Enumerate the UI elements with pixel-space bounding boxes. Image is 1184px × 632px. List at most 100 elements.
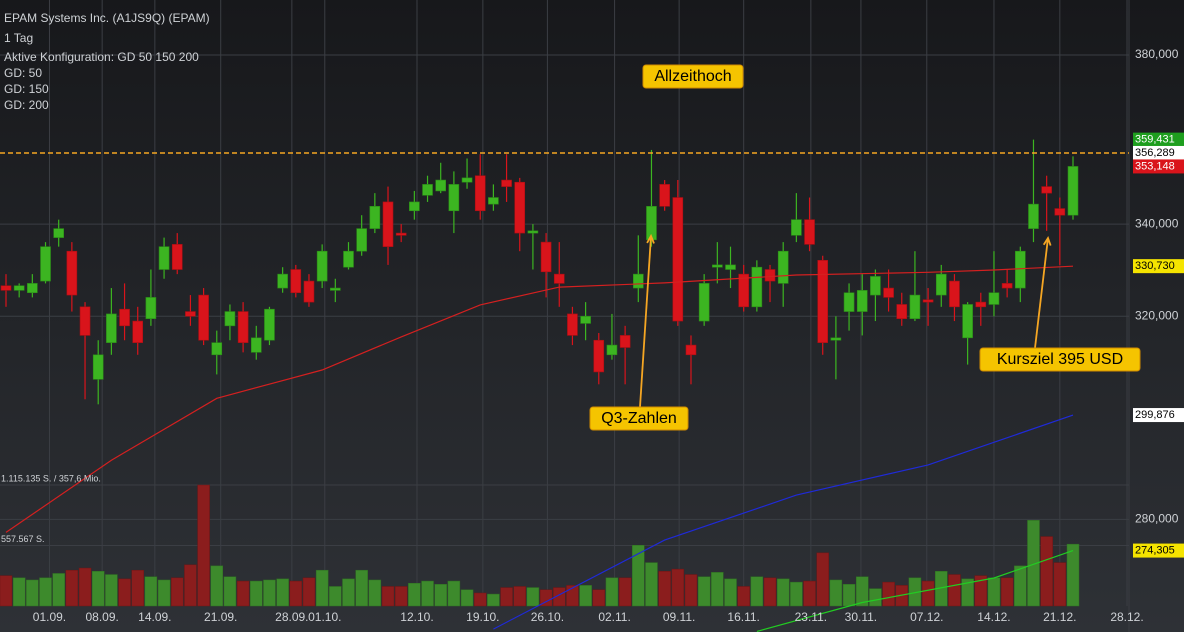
volume-bar [276,578,289,607]
volume-bar [144,576,158,607]
candle-body [106,313,117,343]
volume-tick-label: 1.115.135 S. / 357,6 Mio. [1,473,101,483]
y-tick-label: 320,000 [1135,308,1179,322]
x-tick-label: 28.12. [1110,610,1143,624]
candle-body [474,175,486,212]
volume-bar [0,575,13,607]
x-tick-label: 28.09. [275,610,308,624]
candle-body [132,320,144,343]
overlay: 280,000 320,000 340,000 380,000 1.115.135 S.… [1,47,1184,624]
volume-bar [78,567,92,607]
candle-body [224,311,236,327]
volume-bar [105,574,118,607]
candle-body [514,181,526,234]
annotation-arrow [639,235,652,408]
volume-bar [157,579,171,607]
x-tick-label: 01.09. [33,610,66,624]
annotation-box [979,347,1141,372]
candle-body [619,335,631,348]
candle-body [277,273,288,289]
candle-body [725,264,736,270]
annotation-text: Q3-Zahlen [601,410,677,427]
x-tick-label: 01.10. [308,610,341,624]
candle-body [1001,283,1013,289]
y-tick-label: 280,000 [1135,511,1179,525]
annotation-text: Kursziel 395 USD [997,351,1123,368]
volume-bar [987,577,1001,607]
moving-average-line [5,265,1074,533]
volume-bar [170,577,184,607]
candle-body [303,280,315,303]
config-label: Aktive Konfiguration: GD 50 150 200 [4,50,199,64]
candle-body [0,285,12,291]
candle-body [382,201,394,247]
candle-body [659,184,670,207]
candle-body [896,304,908,319]
volume-bar [1027,520,1040,607]
chart-title: EPAM Systems Inc. (A1JS9Q) (EPAM) [4,11,210,25]
annotation-box [589,406,689,431]
volume-bar [421,580,434,607]
candle-body [777,250,789,284]
candle-body [870,276,881,296]
candle-body [883,287,894,298]
x-tick-label: 16.11. [727,610,759,624]
volume-bar [539,589,553,607]
candle-body [975,301,987,308]
price-label: 353,148 [1135,160,1175,172]
volume-bar [553,587,566,607]
legend-entry: GD: 150 [4,82,49,96]
candle-body [290,269,302,294]
volume-bar [658,571,671,607]
annotation-arrow [1034,237,1049,349]
price-label: 330,730 [1135,260,1175,272]
volume-bar [618,577,632,607]
candle-body [527,230,539,234]
volume-bar [579,585,592,607]
x-tick-label: 30.11. [845,610,877,624]
candle-body [988,292,1000,305]
candle-body [92,354,104,380]
volume-bar [473,592,487,607]
candle-body [198,294,209,341]
x-tick-label: 07.12. [910,610,943,624]
candle-body [409,201,420,212]
candle-body [237,311,249,343]
volume-bar [394,586,408,607]
price-label-box [1133,408,1184,423]
candle-body [316,250,328,282]
candle-body [356,228,367,252]
volume-bar [65,569,79,607]
y-tick-label: 340,000 [1135,216,1179,230]
x-tick-label: 02.11. [598,610,630,624]
legend-entry: GD: 50 [4,66,42,80]
volume-bar [592,589,606,607]
candle-body [185,311,196,317]
candle-body [804,219,815,245]
candle-body [158,246,170,270]
annotation-arrowhead [1042,235,1052,246]
volume-bar [724,578,737,607]
annotation-box [642,64,744,89]
candle-body [27,283,38,294]
volume-bar [1014,565,1027,607]
x-tick-label: 09.11. [663,610,695,624]
volume-bar [236,580,250,607]
volume-bar [460,589,474,607]
volume-bar [750,576,764,607]
x-tick-label: 14.12. [977,610,1010,624]
candle-body [738,273,749,308]
volume-bar [816,552,829,607]
volume-bar [671,568,685,607]
candle-body [488,197,499,205]
volume-bar [842,584,856,607]
candle-body [369,206,381,229]
x-tick-label: 21.09. [204,610,237,624]
volume-bar [1053,562,1067,607]
volume-bar [12,577,26,607]
volume-bar [711,572,724,607]
candle-body [856,290,868,312]
x-tick-label: 23.11. [795,610,827,624]
candle-body [435,179,447,192]
candle-body [461,177,473,183]
